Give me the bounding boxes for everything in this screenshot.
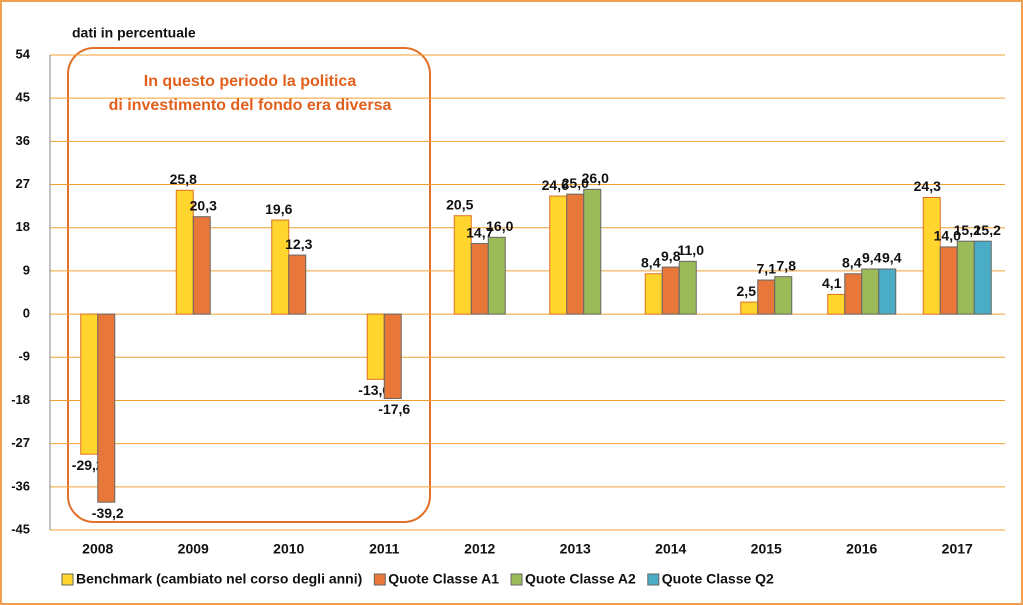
x-tick-label: 2013 bbox=[560, 541, 591, 557]
value-label: 14,7 bbox=[466, 224, 493, 240]
value-label: 8,4 bbox=[641, 254, 661, 270]
value-label: 24,6 bbox=[542, 177, 569, 193]
bar bbox=[678, 260, 697, 315]
bar bbox=[939, 246, 958, 315]
value-label: -39,2 bbox=[92, 505, 124, 521]
bar bbox=[288, 254, 307, 315]
bar bbox=[844, 273, 863, 315]
x-tick-label: 2011 bbox=[369, 541, 400, 557]
value-label: -13,6 bbox=[358, 382, 390, 398]
bar bbox=[549, 195, 568, 315]
bar bbox=[973, 240, 992, 315]
bar bbox=[366, 313, 385, 380]
value-label: 20,5 bbox=[446, 196, 473, 212]
bar bbox=[661, 266, 680, 315]
value-label: 19,6 bbox=[265, 201, 292, 217]
value-label: 25,0 bbox=[562, 175, 589, 191]
bar bbox=[861, 268, 880, 315]
value-label: 2,5 bbox=[737, 283, 757, 299]
legend-swatch bbox=[510, 573, 523, 586]
bar bbox=[80, 313, 99, 455]
y-tick-label: 54 bbox=[16, 46, 31, 61]
y-tick-label: 27 bbox=[16, 176, 30, 191]
bar bbox=[740, 301, 759, 315]
value-label: 7,8 bbox=[777, 257, 797, 273]
y-tick-label: -36 bbox=[11, 478, 30, 493]
y-tick-label: -45 bbox=[11, 521, 30, 536]
value-label: 4,1 bbox=[822, 275, 842, 291]
value-label: 16,0 bbox=[486, 218, 513, 234]
x-tick-label: 2015 bbox=[751, 541, 782, 557]
y-tick-label: 9 bbox=[23, 262, 30, 277]
value-label: 24,3 bbox=[914, 178, 941, 194]
legend-swatch bbox=[647, 573, 660, 586]
bar bbox=[487, 236, 506, 315]
bar bbox=[956, 240, 975, 315]
legend-swatch bbox=[373, 573, 386, 586]
value-label: 15,2 bbox=[954, 222, 981, 238]
bar bbox=[878, 268, 897, 315]
legend-label: Benchmark (cambiato nel corso degli anni… bbox=[76, 571, 362, 587]
y-axis-label: dati in percentuale bbox=[72, 25, 196, 41]
bar bbox=[922, 197, 941, 315]
x-tick-label: 2014 bbox=[655, 541, 686, 557]
bar bbox=[566, 193, 585, 315]
value-label: 9,8 bbox=[661, 248, 681, 264]
x-tick-label: 2009 bbox=[178, 541, 209, 557]
bar bbox=[583, 188, 602, 315]
bar bbox=[97, 313, 116, 503]
y-tick-label: 0 bbox=[23, 306, 30, 321]
value-label: 26,0 bbox=[582, 170, 609, 186]
bar bbox=[470, 243, 489, 315]
value-label: 15,2 bbox=[974, 222, 1001, 238]
y-tick-label: 36 bbox=[16, 133, 30, 148]
annotation: di investimento del fondo era diversa bbox=[109, 97, 392, 114]
bar bbox=[644, 273, 663, 315]
value-label: 25,8 bbox=[170, 171, 197, 187]
y-tick-label: -18 bbox=[11, 392, 30, 407]
value-label: -17,6 bbox=[378, 401, 410, 417]
x-tick-label: 2017 bbox=[942, 541, 973, 557]
legend-label: Quote Classe A1 bbox=[388, 571, 499, 587]
y-tick-label: 18 bbox=[16, 219, 30, 234]
x-tick-label: 2010 bbox=[273, 541, 304, 557]
y-tick-label: -27 bbox=[11, 435, 30, 450]
value-label: 12,3 bbox=[285, 236, 312, 252]
value-label: 11,0 bbox=[678, 242, 705, 258]
bar bbox=[827, 293, 846, 315]
value-label: -29,2 bbox=[72, 457, 104, 473]
bar bbox=[192, 216, 211, 315]
bar bbox=[383, 313, 402, 400]
value-label: 8,4 bbox=[842, 254, 862, 270]
value-label: 14,0 bbox=[934, 228, 961, 244]
x-tick-label: 2016 bbox=[846, 541, 877, 557]
legend-swatch bbox=[61, 573, 74, 586]
bar bbox=[271, 219, 290, 315]
bar bbox=[757, 279, 776, 315]
bar bbox=[774, 276, 793, 315]
value-label: 9,4 bbox=[882, 250, 902, 266]
value-label: 7,1 bbox=[757, 261, 777, 277]
y-tick-label: -9 bbox=[18, 349, 30, 364]
value-label: 20,3 bbox=[190, 197, 217, 213]
annotation-box bbox=[67, 47, 431, 523]
legend-label: Quote Classe Q2 bbox=[662, 571, 774, 587]
y-tick-label: 45 bbox=[16, 90, 30, 105]
legend-label: Quote Classe A2 bbox=[525, 571, 636, 587]
value-label: 9,4 bbox=[862, 250, 882, 266]
x-tick-label: 2012 bbox=[464, 541, 495, 557]
x-tick-label: 2008 bbox=[82, 541, 113, 557]
annotation: In questo periodo la politica bbox=[144, 73, 357, 90]
